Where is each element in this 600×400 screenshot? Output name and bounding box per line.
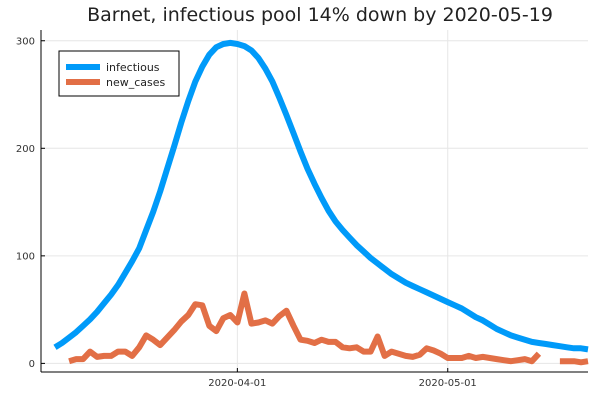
y-tick-label: 200 — [16, 144, 35, 155]
series-line-infectious — [53, 39, 589, 353]
chart-title: Barnet, infectious pool 14% down by 2020… — [87, 4, 553, 26]
legend-label-infectious: infectious — [106, 61, 160, 74]
x-tick-label: 2020-04-01 — [208, 378, 266, 389]
y-tick-label: 300 — [16, 36, 35, 47]
y-tick-label: 0 — [29, 359, 35, 370]
series-lines — [53, 39, 589, 366]
series-line-new-cases-segment-2 — [559, 358, 589, 366]
legend: infectious new_cases — [58, 50, 180, 97]
x-tick-label: 2020-05-01 — [419, 378, 477, 389]
legend-box — [58, 50, 180, 97]
y-tick-label: 100 — [16, 251, 35, 262]
legend-label-new-cases: new_cases — [106, 76, 166, 89]
axes: 0 100 200 300 2020-04-01 2020-05-01 — [16, 30, 588, 389]
series-line-new-cases-segment-1 — [68, 290, 542, 365]
